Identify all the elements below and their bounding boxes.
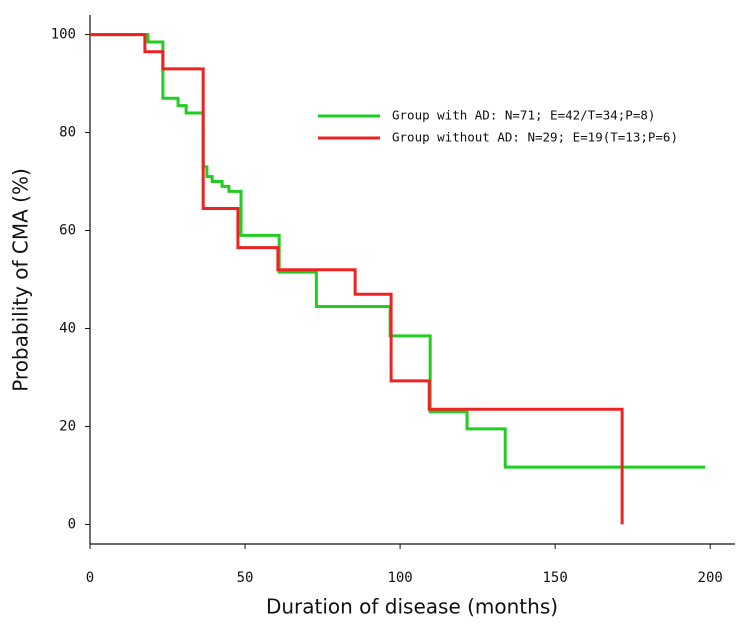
y-tick-label: 0: [68, 516, 76, 532]
x-tick-label: 50: [237, 570, 254, 586]
y-tick-label: 20: [59, 418, 76, 434]
x-tick-label: 0: [86, 570, 94, 586]
y-tick-label: 60: [59, 223, 76, 239]
y-tick-label: 40: [59, 320, 76, 336]
x-axis-title: Duration of disease (months): [266, 595, 558, 619]
legend-label: Group with AD: N=71; E=42/T=34;P=8): [392, 108, 655, 123]
x-tick-label: 100: [387, 570, 412, 586]
y-tick-label: 80: [59, 125, 76, 141]
x-tick-label: 200: [698, 570, 723, 586]
y-axis-title: Probability of CMA (%): [9, 168, 33, 392]
survival-curve: [90, 33, 706, 469]
legend-label: Group without AD: N=29; E=19(T=13;P=6): [392, 130, 678, 145]
y-tick-label: 100: [51, 27, 76, 43]
survival-curve: [90, 33, 624, 525]
x-tick-label: 150: [542, 570, 567, 586]
